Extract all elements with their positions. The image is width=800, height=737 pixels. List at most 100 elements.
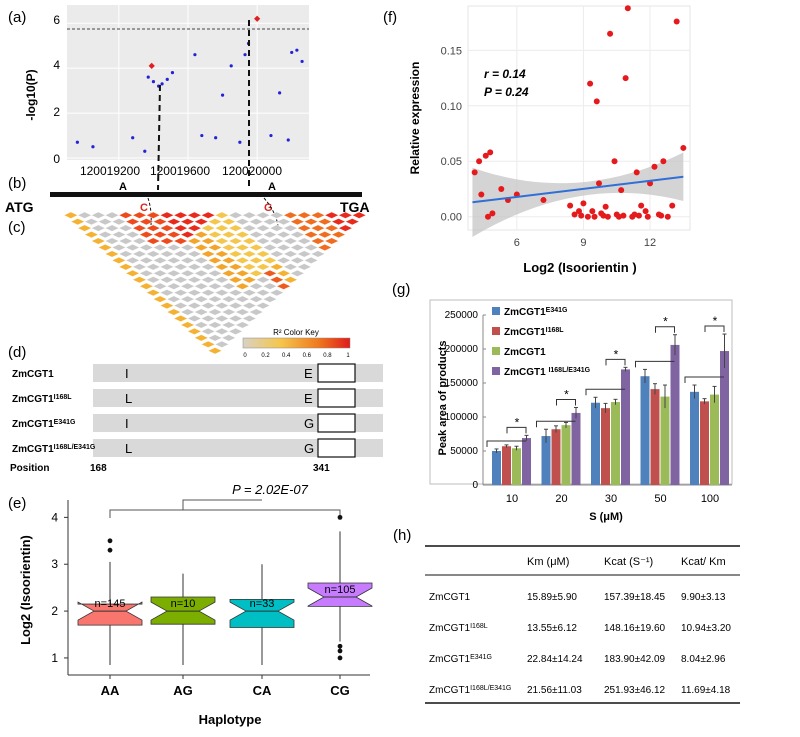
h-header-kcat: Kcat (S⁻¹) (604, 556, 653, 568)
g-bracket-base (635, 360, 675, 368)
ld-cell (132, 224, 147, 232)
r2-tick-label: 0.4 (282, 353, 291, 359)
ld-cell (152, 295, 168, 303)
h-cell-kcat: 251.93±46.12 (604, 685, 666, 696)
f-regression-line (472, 175, 684, 204)
ld-cell (200, 237, 216, 245)
e-outlier (337, 643, 343, 649)
g-ytick-label: 100000 (445, 412, 479, 423)
panel-g: (g) Peak area of products S (μM) 0 50000 1… (392, 281, 733, 523)
ld-cell (193, 321, 209, 329)
f-point (595, 180, 602, 187)
e-ytick-label: 1 (51, 651, 58, 665)
ld-cell (255, 263, 271, 271)
f-point (571, 211, 578, 218)
d-domain-box (317, 363, 356, 383)
ld-cell (187, 211, 202, 219)
ld-cell (221, 244, 237, 251)
ld-cell (214, 237, 230, 245)
f-point (669, 202, 676, 209)
ld-cell (159, 289, 175, 297)
ld-cell (290, 244, 305, 251)
g-xtick-label: 100 (701, 493, 719, 505)
f-point (660, 158, 667, 165)
h-cell-ratio: 8.04±2.96 (681, 654, 726, 665)
ld-cell (166, 244, 182, 251)
ld-cell (139, 231, 154, 239)
f-xtick-label: 12 (644, 237, 656, 249)
h-cell-ratio: 9.90±3.13 (681, 592, 726, 603)
e-box (307, 582, 373, 607)
ld-cell (228, 289, 243, 297)
ld-cell (269, 211, 285, 219)
ld-cell (90, 224, 106, 232)
ld-cell (90, 211, 106, 219)
ld-cell (207, 244, 223, 251)
ld-cell (166, 218, 182, 226)
b-snp1-minor: C (140, 202, 148, 214)
ld-cell (200, 211, 216, 219)
ld-cell (200, 315, 216, 322)
ld-cell (193, 269, 209, 277)
ld-cell (152, 244, 168, 251)
ld-cell (207, 321, 223, 329)
a-point (238, 140, 242, 144)
d-residue-168: L (125, 441, 132, 456)
ld-cell (207, 231, 223, 239)
r2-tick-label: 0.2 (261, 353, 270, 359)
ld-cell (139, 244, 154, 251)
h-row-name: ZmCGT1I168L (429, 623, 488, 635)
b-snp2-minor: G (264, 202, 273, 214)
ld-cell (303, 256, 319, 264)
ld-cell (255, 224, 271, 232)
ld-cell (180, 282, 195, 290)
d-residue-168: I (125, 366, 129, 381)
f-point (664, 213, 671, 220)
ld-cell (159, 263, 175, 271)
ld-cell (262, 218, 278, 226)
a-point (269, 133, 273, 138)
f-r-value: r = 0.14 (484, 67, 526, 81)
ld-cell (214, 315, 230, 322)
d-position-label: Position (10, 463, 49, 474)
ld-cell (221, 231, 237, 239)
ld-cell (262, 269, 278, 277)
g-ytick-label: 250000 (445, 310, 479, 321)
ld-cell (132, 237, 147, 245)
ld-cell (173, 263, 189, 271)
f-point (680, 144, 687, 151)
ld-cell (283, 211, 298, 219)
f-ticks: 0.00 0.05 0.10 0.15 6 9 12 (441, 45, 657, 249)
ld-cell (187, 289, 202, 297)
d-position-168: 168 (90, 463, 107, 474)
r2-key-ticks: 0 0.2 0.4 0.6 0.8 1 (243, 353, 350, 359)
ld-cell (255, 250, 271, 258)
ld-cell (97, 244, 113, 251)
g-legend-swatch (492, 307, 500, 315)
f-point (576, 208, 582, 215)
a-point (193, 53, 197, 57)
ld-cell (248, 295, 264, 303)
r2-tick-label: 0.6 (303, 353, 312, 359)
ld-cell (262, 231, 278, 239)
ld-cell (166, 308, 182, 316)
ld-cell (214, 250, 230, 258)
ld-cell (200, 340, 216, 348)
ld-cell (296, 250, 312, 258)
ld-cell (187, 276, 202, 284)
panel-b: (b) ATG TGA A C A G (5, 20, 370, 227)
f-point (607, 30, 614, 37)
ld-cell (152, 269, 168, 277)
f-point (478, 191, 485, 198)
a-xtick: 120020000 (222, 164, 282, 178)
ld-cell (221, 256, 237, 264)
ld-cell (111, 218, 127, 226)
ld-cell (139, 218, 154, 226)
ld-cell (193, 334, 209, 342)
g-legend-swatch (492, 347, 500, 355)
panel-a: (a) -log10(P) 0 2 4 6 120019200 12001960… (8, 5, 309, 178)
f-point (658, 212, 665, 219)
ld-cell (241, 211, 257, 219)
a-point (220, 93, 225, 97)
a-point (286, 138, 290, 142)
